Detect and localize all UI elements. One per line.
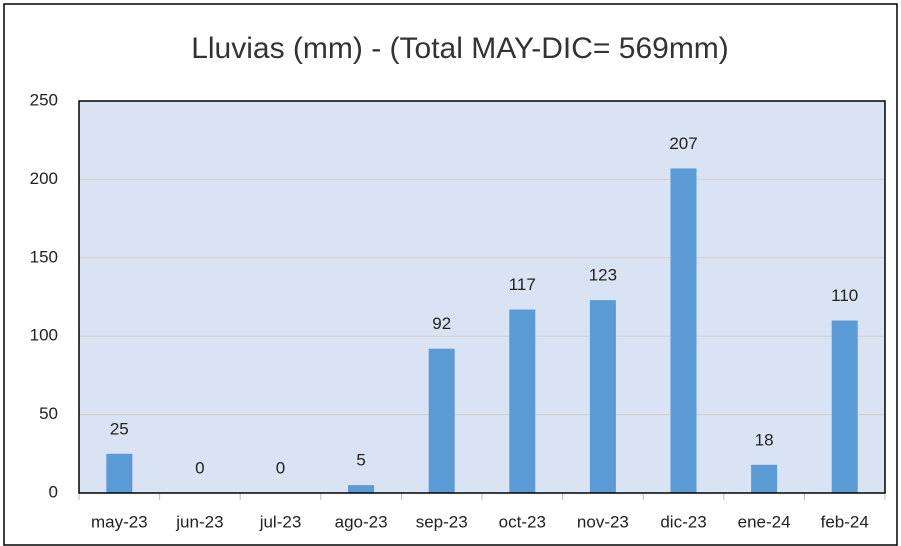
y-tick-label: 150	[30, 247, 58, 266]
x-tick-label: dic-23	[660, 512, 706, 531]
y-tick-label: 100	[30, 326, 58, 345]
bar	[589, 300, 616, 493]
plot-border	[78, 100, 886, 494]
bar	[348, 485, 375, 493]
bar	[670, 168, 697, 493]
y-tick-label: 250	[30, 90, 58, 109]
y-tick-label: 50	[39, 404, 58, 423]
bar	[751, 464, 778, 493]
data-label: 25	[110, 419, 129, 438]
x-tick-label: feb-24	[821, 512, 869, 531]
data-label: 92	[432, 314, 451, 333]
data-label: 110	[831, 286, 858, 305]
bar	[509, 309, 536, 493]
x-tick-label: ago-23	[335, 512, 388, 531]
data-label: 0	[276, 458, 285, 477]
bar	[428, 348, 455, 493]
bar	[106, 453, 133, 493]
x-tick-label: may-23	[91, 512, 148, 531]
data-label: 117	[509, 275, 536, 294]
x-tick-label: sep-23	[416, 512, 468, 531]
data-label: 5	[356, 451, 365, 470]
chart-title: Lluvias (mm) - (Total MAY-DIC= 569mm)	[191, 32, 729, 65]
y-tick-label: 200	[30, 169, 58, 188]
plot-area	[79, 101, 885, 493]
y-tick-label: 0	[49, 482, 58, 501]
data-label: 123	[589, 266, 617, 285]
data-label: 0	[195, 458, 204, 477]
x-tick-label: nov-23	[577, 512, 629, 531]
data-label: 18	[755, 430, 774, 449]
x-tick-label: ene-24	[738, 512, 791, 531]
data-label: 207	[669, 134, 697, 153]
x-tick-label: jun-23	[175, 512, 223, 531]
bar	[831, 320, 858, 493]
x-tick-label: jul-23	[259, 512, 302, 531]
x-tick-label: oct-23	[499, 512, 546, 531]
